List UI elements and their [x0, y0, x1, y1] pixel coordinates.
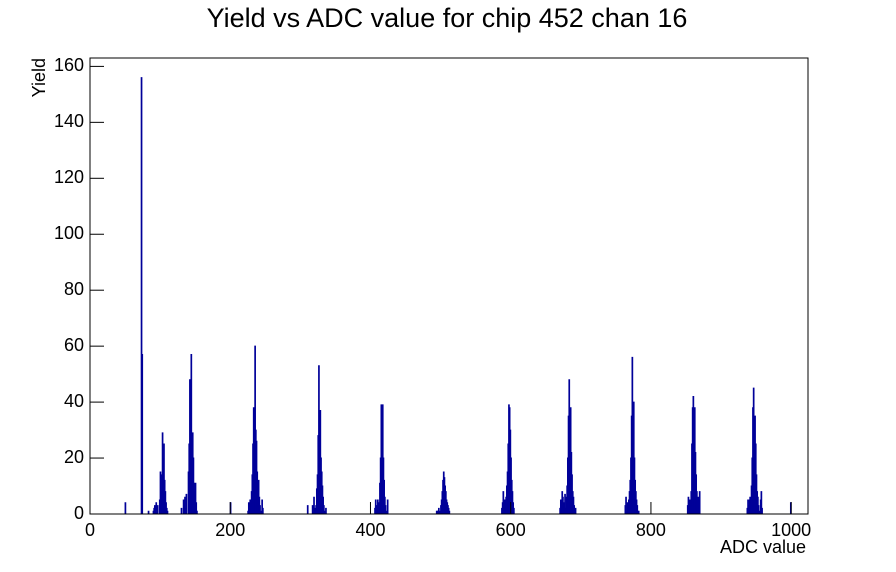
- histogram-bin: [249, 499, 252, 514]
- y-tick-label: 160: [54, 55, 84, 75]
- histogram-bin: [374, 499, 377, 514]
- y-tick-label: 60: [64, 335, 84, 355]
- histogram-bin: [437, 507, 440, 514]
- histogram-bin: [322, 505, 325, 514]
- histogram-bin: [166, 510, 169, 514]
- histogram-bin: [636, 505, 639, 514]
- histogram-bin: [502, 491, 505, 514]
- y-tick-label: 40: [64, 391, 84, 411]
- histogram-bin: [155, 502, 158, 514]
- histogram-bin: [247, 502, 250, 514]
- histogram-bin: [259, 505, 261, 514]
- histogram-bin: [124, 502, 127, 514]
- histogram-bin: [573, 505, 576, 514]
- histogram-bin: [325, 507, 327, 514]
- histogram-bin: [184, 496, 186, 514]
- x-tick-label: 600: [496, 520, 526, 540]
- histogram-bin: [749, 496, 752, 514]
- histogram-bin: [564, 493, 566, 514]
- frame: [89, 57, 809, 515]
- histogram-bin: [154, 505, 156, 514]
- y-tick-label: 140: [54, 111, 84, 131]
- histogram-bin: [637, 510, 640, 514]
- histogram-bin: [140, 77, 143, 514]
- histogram-bin: [625, 496, 627, 514]
- y-tick-label: 80: [64, 279, 84, 299]
- histogram-bin: [306, 505, 309, 514]
- x-tick-label: 800: [636, 520, 666, 540]
- histogram-bin: [180, 507, 183, 514]
- histogram-bin: [574, 507, 577, 514]
- histogram-bin: [559, 499, 562, 514]
- x-axis-label: ADC value: [720, 537, 806, 557]
- histogram-bin: [163, 443, 165, 514]
- y-tick-label: 100: [54, 223, 84, 243]
- histogram-bin: [760, 491, 763, 514]
- histogram-bin: [185, 493, 188, 514]
- x-tick-label: 0: [85, 520, 95, 540]
- histogram-bin: [448, 510, 451, 514]
- histogram-bin: [313, 496, 315, 514]
- x-tick-label: 1000: [771, 520, 811, 540]
- histogram-bin: [190, 354, 193, 514]
- x-tick-label: 200: [215, 520, 245, 540]
- histogram-bin: [687, 496, 690, 514]
- chart-title: Yield vs ADC value for chip 452 chan 16: [207, 3, 688, 33]
- histogram-bin: [318, 365, 320, 514]
- histogram-bin: [147, 510, 150, 514]
- histogram-bin: [384, 505, 387, 514]
- histogram-bin: [513, 507, 515, 514]
- y-tick-label: 20: [64, 447, 84, 467]
- y-tick-label: 120: [54, 167, 84, 187]
- histogram-bin: [689, 499, 691, 514]
- y-axis-label: Yield: [29, 58, 49, 97]
- histogram-bin: [194, 482, 197, 514]
- y-tick-label: 0: [74, 503, 84, 523]
- x-tick-label: 400: [355, 520, 385, 540]
- histogram-bin: [386, 499, 389, 514]
- histogram-bin: [196, 510, 198, 514]
- histogram-bin: [156, 505, 159, 514]
- histogram-bin: [758, 510, 761, 514]
- plot-area: [90, 77, 808, 515]
- histogram-bin: [761, 507, 763, 514]
- histogram-bin: [261, 499, 263, 514]
- histogram-bin: [376, 499, 379, 514]
- histogram-bin: [757, 505, 760, 514]
- histogram-bin: [311, 505, 314, 514]
- histogram-bin: [698, 491, 701, 514]
- histogram-bin: [141, 354, 144, 514]
- histogram-bin: [195, 502, 198, 514]
- histogram-bin: [323, 510, 326, 514]
- histogram-bin: [697, 496, 700, 514]
- histogram-bin: [261, 507, 264, 514]
